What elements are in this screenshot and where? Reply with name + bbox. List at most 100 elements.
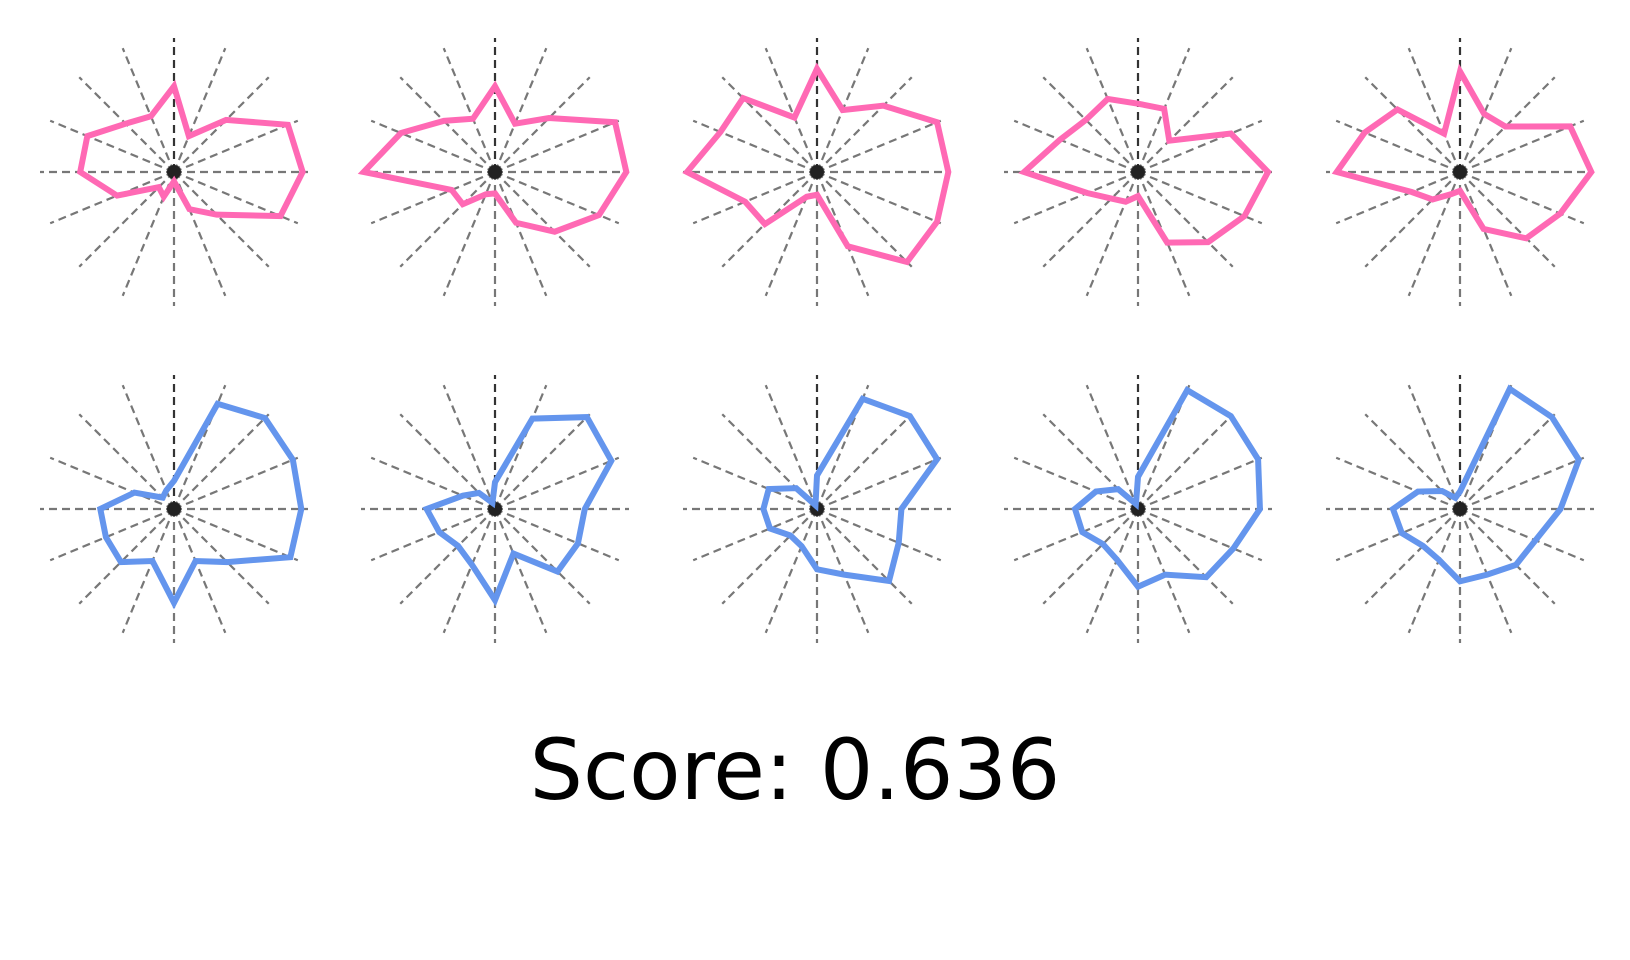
spoke-line — [1013, 456, 1139, 511]
spoke-line — [399, 171, 496, 268]
spoke-line — [1459, 456, 1585, 511]
spoke-line — [49, 170, 175, 225]
spoke-line — [816, 508, 913, 605]
center-dot — [810, 165, 824, 179]
spoke-line — [1335, 456, 1461, 511]
spoke-line — [721, 76, 818, 173]
spoke-line — [1042, 171, 1139, 268]
spoke-line — [692, 170, 818, 225]
spoke-line — [1136, 508, 1191, 634]
spoke-line — [1085, 508, 1140, 634]
radar-polygon — [1389, 384, 1583, 585]
spoke-line — [49, 507, 175, 562]
spoke-line — [172, 171, 227, 297]
spoke-line — [494, 456, 620, 511]
spoke-line — [442, 508, 497, 634]
spoke-line — [816, 507, 942, 562]
spoke-line — [493, 508, 548, 634]
radar-polygon — [1331, 63, 1595, 242]
spoke-line — [121, 171, 176, 297]
radar-glyph — [357, 38, 630, 306]
spoke-line — [1335, 119, 1461, 174]
spoke-line — [816, 76, 913, 173]
spoke-line — [494, 508, 591, 605]
spoke-line — [1042, 76, 1139, 173]
spoke-line — [78, 413, 175, 510]
spoke-line — [173, 508, 270, 605]
spoke-line — [721, 508, 818, 605]
spoke-line — [1458, 47, 1513, 173]
spoke-line — [172, 508, 227, 634]
spoke-line — [764, 47, 819, 173]
spoke-line — [494, 413, 591, 510]
spoke-line — [692, 507, 818, 562]
spoke-line — [1013, 170, 1139, 225]
radar-glyph — [1326, 38, 1595, 306]
spoke-line — [494, 119, 620, 174]
spoke-line — [816, 119, 942, 174]
center-dot — [488, 165, 502, 179]
spoke-line — [1364, 508, 1461, 605]
spoke-line — [173, 456, 299, 511]
spoke-line — [764, 384, 819, 510]
spoke-line — [1407, 508, 1462, 634]
radar-polygon — [682, 62, 952, 266]
spoke-line — [1364, 76, 1461, 173]
radar-glyph — [1004, 375, 1272, 643]
spoke-line — [493, 47, 548, 173]
spoke-line — [1458, 508, 1513, 634]
spoke-line — [1013, 119, 1139, 174]
spoke-line — [1137, 507, 1263, 562]
radar-glyph — [682, 38, 952, 306]
spoke-line — [1137, 171, 1234, 268]
spoke-line — [399, 508, 496, 605]
spoke-line — [1335, 507, 1461, 562]
spoke-line — [764, 508, 819, 634]
spoke-line — [78, 171, 175, 268]
spoke-line — [1407, 384, 1462, 510]
spoke-line — [78, 508, 175, 605]
radar-polygon — [422, 414, 615, 607]
radar-polygon — [1071, 386, 1263, 591]
spoke-line — [1137, 413, 1234, 510]
spoke-line — [816, 171, 913, 268]
spoke-line — [1459, 170, 1585, 225]
spoke-line — [370, 507, 496, 562]
spoke-line — [494, 507, 620, 562]
spoke-line — [1137, 456, 1263, 511]
spoke-line — [721, 413, 818, 510]
radar-polygon — [357, 80, 630, 235]
spoke-line — [1013, 507, 1139, 562]
center-dot — [1453, 502, 1467, 516]
radar-polygon — [1018, 95, 1272, 246]
spoke-line — [816, 456, 942, 511]
spoke-line — [49, 456, 175, 511]
radar-glyph — [40, 38, 308, 306]
spoke-line — [1137, 76, 1234, 173]
spoke-line — [370, 170, 496, 225]
spoke-line — [121, 508, 176, 634]
spoke-line — [816, 170, 942, 225]
spoke-line — [1364, 413, 1461, 510]
spoke-line — [493, 171, 548, 297]
radar-polygon — [760, 395, 941, 585]
spoke-line — [49, 119, 175, 174]
spoke-line — [442, 171, 497, 297]
spoke-line — [1042, 413, 1139, 510]
spoke-line — [173, 507, 299, 562]
spoke-line — [370, 456, 496, 511]
spoke-line — [399, 413, 496, 510]
spoke-line — [1364, 171, 1461, 268]
score-label: Score: 0.636 — [529, 721, 1061, 819]
spoke-line — [121, 384, 176, 510]
spoke-line — [121, 47, 176, 173]
center-dot — [1131, 165, 1145, 179]
spoke-line — [815, 508, 870, 634]
center-dot — [1453, 165, 1467, 179]
radar-glyph — [683, 375, 951, 643]
spoke-line — [493, 384, 548, 510]
spoke-line — [1459, 413, 1556, 510]
spoke-line — [1085, 171, 1140, 297]
radar-polygon — [76, 79, 306, 220]
spoke-line — [692, 456, 818, 511]
